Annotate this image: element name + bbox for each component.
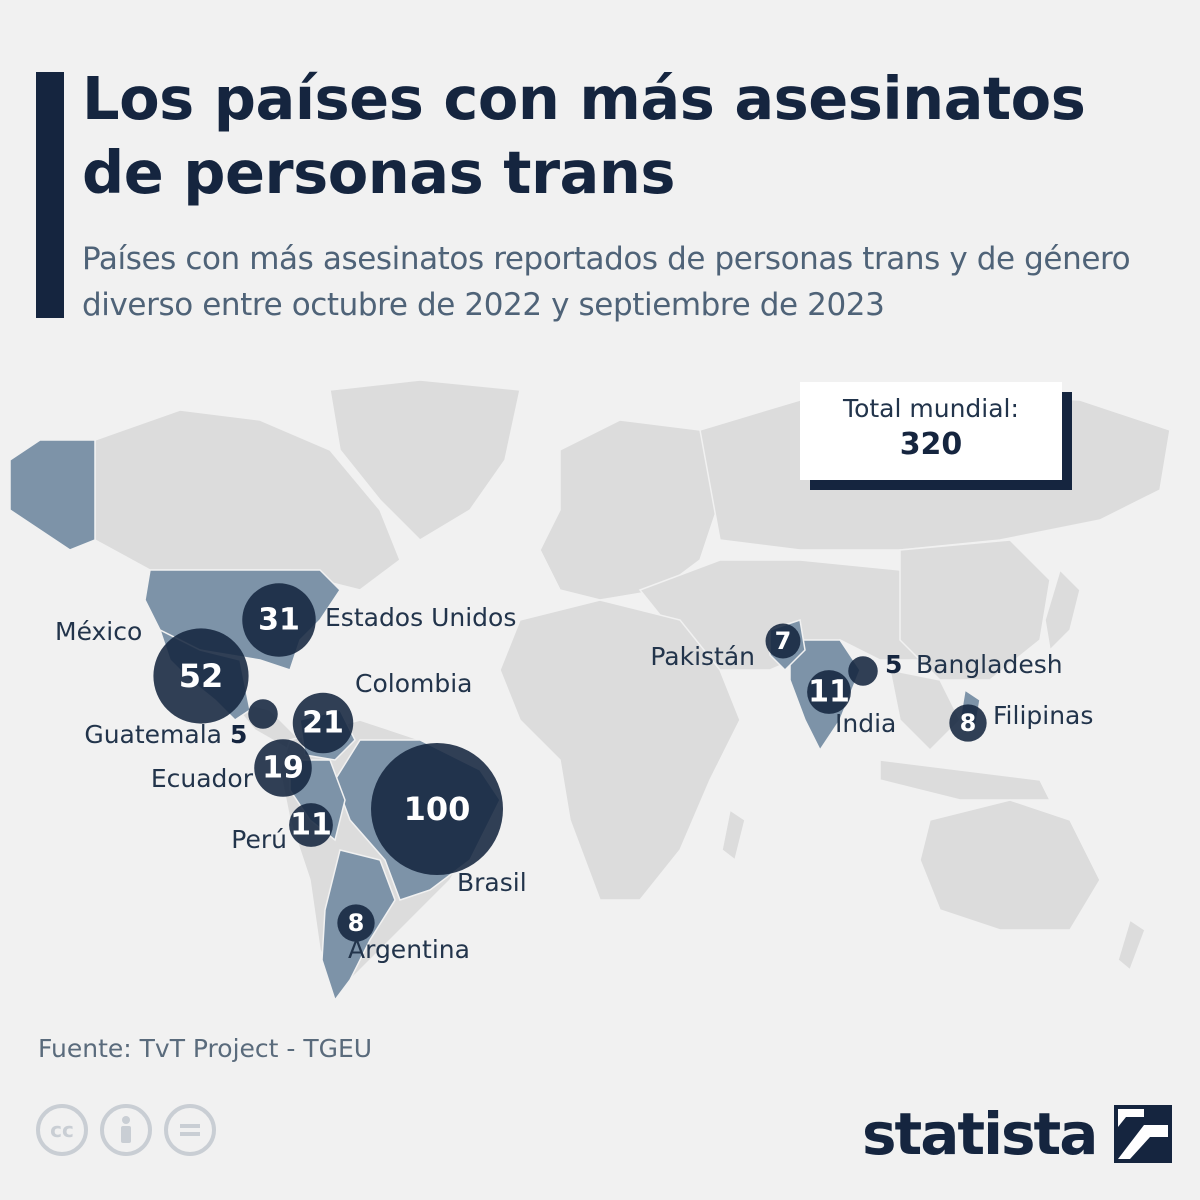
label-mexico: México xyxy=(55,617,142,646)
license-icons: cc xyxy=(36,1104,216,1164)
bubble-layer: Brasil 100 México 52 Estados Unidos 31 Colombi… xyxy=(55,583,1093,964)
value-guatemala: 5 xyxy=(230,720,247,749)
value-filipinas: 8 xyxy=(960,709,977,737)
land-indonesia xyxy=(879,759,1052,801)
label-colombia: Colombia xyxy=(355,669,472,698)
page-subtitle: Países con más asesinatos reportados de … xyxy=(82,241,1131,323)
value-india: 11 xyxy=(808,675,850,710)
cc-icon[interactable]: cc xyxy=(36,1104,88,1156)
title-accent-bar xyxy=(36,72,64,318)
label-pakistan: Pakistán xyxy=(650,642,755,671)
label-ecuador: Ecuador xyxy=(151,764,254,793)
bubble-bangladesh xyxy=(848,656,878,686)
bubble-ecuador xyxy=(254,739,312,797)
bubble-india xyxy=(807,670,851,714)
person-icon[interactable] xyxy=(100,1104,152,1156)
label-argentina: Argentina xyxy=(348,935,470,964)
label-peru: Perú xyxy=(231,825,287,854)
land-alaska xyxy=(9,439,96,551)
label-brasil: Brasil xyxy=(457,868,527,897)
logo-text: statista xyxy=(862,1100,1098,1168)
value-pakistan: 7 xyxy=(775,627,792,655)
bubble-guatemala xyxy=(248,699,278,729)
bubble-estados-unidos xyxy=(242,583,316,657)
land-greenland xyxy=(329,379,521,541)
label-guatemala: Guatemala xyxy=(84,720,222,749)
land-se-asia xyxy=(889,669,961,752)
bubble-brasil xyxy=(371,743,503,875)
land-australia xyxy=(919,799,1101,931)
bubble-mexico xyxy=(153,628,249,724)
label-filipinas: Filipinas xyxy=(993,701,1093,730)
bubble-argentina xyxy=(337,904,375,942)
bubble-filipinas xyxy=(949,704,987,742)
equals-icon[interactable] xyxy=(164,1104,216,1156)
label-estados-unidos: Estados Unidos xyxy=(325,603,516,632)
value-mexico: 52 xyxy=(179,657,224,695)
value-ecuador: 19 xyxy=(262,751,304,786)
value-brasil: 100 xyxy=(404,790,471,828)
value-bangladesh: 5 xyxy=(885,650,902,679)
total-box: Total mundial: 320 xyxy=(800,382,1062,480)
world-map: Brasil 100 México 52 Estados Unidos 31 Colombi… xyxy=(9,379,1171,1002)
statista-logo-icon xyxy=(1114,1105,1173,1163)
land-new-zealand xyxy=(1117,918,1146,972)
page-title: Los países con más asesinatos de persona… xyxy=(82,64,1086,207)
land-japan xyxy=(1044,568,1081,652)
bubble-pakistan xyxy=(765,623,801,659)
total-value: 320 xyxy=(899,427,963,462)
land-canada xyxy=(94,409,401,591)
value-argentina: 8 xyxy=(348,909,365,937)
bubble-colombia xyxy=(292,692,354,754)
label-india: India xyxy=(835,709,896,738)
total-label: Total mundial: xyxy=(843,394,1019,423)
land-africa xyxy=(499,599,741,901)
bubble-peru xyxy=(289,803,333,847)
source-note: Fuente: TvT Project - TGEU xyxy=(38,1034,373,1063)
value-peru: 11 xyxy=(290,808,332,843)
label-bangladesh: Bangladesh xyxy=(916,650,1063,679)
land-east-asia xyxy=(899,539,1051,681)
value-estados-unidos: 31 xyxy=(258,603,300,638)
land-madagascar xyxy=(721,808,746,862)
value-colombia: 21 xyxy=(302,706,344,741)
statista-logo[interactable]: statista xyxy=(862,1100,1173,1168)
